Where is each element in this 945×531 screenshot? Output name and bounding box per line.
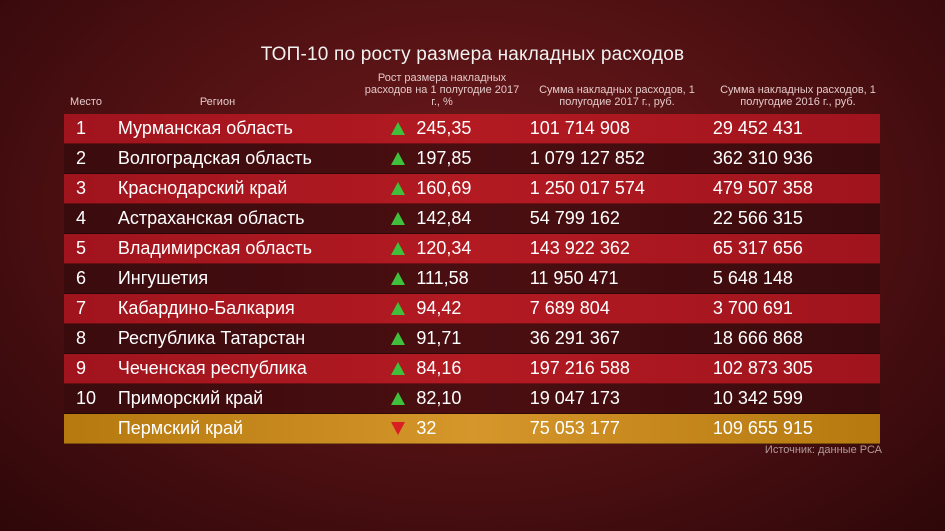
row-region: Приморский край (117, 388, 264, 408)
trend-up-icon (381, 152, 417, 165)
row-growth: 84,16 (416, 358, 462, 378)
row-sum-2016: 22 566 315 (712, 208, 803, 228)
table-row: 3 Краснодарский край 160,69 1 250 017 57… (64, 174, 880, 204)
row-sum-2016: 10 342 599 (712, 388, 803, 408)
row-region: Кабардино-Балкария (117, 298, 295, 318)
row-region: Краснодарский край (117, 178, 288, 198)
row-sum-2016: 3 700 691 (712, 298, 793, 318)
row-sum-2017: 11 950 471 (529, 268, 619, 288)
ranking-table: 1 Мурманская область 245,35 101 714 908 … (64, 114, 880, 444)
row-sum-2017: 1 250 017 574 (529, 178, 645, 198)
row-growth: 94,42 (416, 298, 462, 318)
row-region: Республика Татарстан (117, 328, 306, 348)
row-sum-2016: 362 310 936 (712, 148, 813, 168)
row-place: 7 (76, 298, 87, 318)
row-sum-2016: 479 507 358 (712, 178, 813, 198)
trend-up-icon (381, 212, 417, 225)
table-row: 8 Республика Татарстан 91,71 36 291 367 … (64, 324, 880, 354)
row-sum-2016: 18 666 868 (712, 328, 803, 348)
row-place: 6 (76, 268, 87, 288)
table-row: 2 Волгоградская область 197,85 1 079 127… (64, 144, 880, 174)
row-sum-2017: 36 291 367 (529, 328, 620, 348)
row-region: Мурманская область (117, 118, 293, 138)
row-sum-2016: 5 648 148 (712, 268, 793, 288)
row-place: 9 (76, 358, 87, 378)
header-sum-2016: Сумма накладных расходов, 1 полугодие 20… (720, 84, 876, 108)
table-row: 6 Ингушетия 111,58 11 950 471 5 648 148 (64, 264, 880, 294)
row-sum-2017: 1 079 127 852 (529, 148, 645, 168)
header-sum-2017: Сумма накладных расходов, 1 полугодие 20… (539, 84, 695, 108)
row-sum-2017: 54 799 162 (529, 208, 620, 228)
row-growth: 120,34 (416, 238, 472, 258)
row-growth: 160,69 (416, 178, 472, 198)
row-sum-2017: 143 922 362 (529, 238, 630, 258)
row-sum-2017: 75 053 177 (529, 418, 620, 438)
row-place: 4 (76, 208, 87, 228)
trend-up-icon (381, 122, 417, 135)
row-place: 8 (76, 328, 87, 348)
table-title: ТОП-10 по росту размера накладных расход… (260, 44, 685, 65)
header-place: Место (70, 96, 102, 108)
header-growth: Рост размера накладных расходов на 1 пол… (364, 72, 520, 108)
row-region: Ингушетия (117, 268, 209, 288)
row-growth: 32 (416, 418, 437, 438)
source-note: Источник: данные РСА (764, 444, 882, 456)
row-sum-2017: 197 216 588 (529, 358, 630, 378)
trend-up-icon (381, 302, 417, 315)
row-sum-2016: 102 873 305 (712, 358, 813, 378)
trend-up-icon (381, 182, 417, 195)
trend-up-icon (381, 272, 417, 285)
table-row: 1 Мурманская область 245,35 101 714 908 … (64, 114, 880, 144)
table-row-highlighted: Пермский край 32 75 053 177 109 655 915 (64, 414, 880, 444)
row-region: Астраханская область (117, 208, 305, 228)
row-place: 1 (76, 118, 87, 138)
row-region: Владимирская область (117, 238, 313, 258)
table-row: 4 Астраханская область 142,84 54 799 162… (64, 204, 880, 234)
row-growth: 142,84 (416, 208, 472, 228)
table-row: 9 Чеченская республика 84,16 197 216 588… (64, 354, 880, 384)
row-sum-2016: 109 655 915 (712, 418, 813, 438)
row-growth: 91,71 (416, 328, 462, 348)
table-row: 7 Кабардино-Балкария 94,42 7 689 804 3 7… (64, 294, 880, 324)
row-region: Пермский край (117, 418, 244, 438)
row-region: Волгоградская область (117, 148, 312, 168)
trend-up-icon (381, 242, 417, 255)
row-place: 3 (76, 178, 87, 198)
row-sum-2016: 65 317 656 (712, 238, 803, 258)
row-place: 10 (76, 388, 97, 408)
trend-up-icon (381, 392, 417, 405)
trend-up-icon (381, 362, 417, 375)
row-growth: 111,58 (416, 268, 469, 288)
trend-down-icon (381, 422, 417, 435)
row-place: 2 (76, 148, 87, 168)
trend-up-icon (381, 332, 417, 345)
row-growth: 82,10 (416, 388, 462, 408)
row-sum-2017: 7 689 804 (529, 298, 610, 318)
row-sum-2016: 29 452 431 (712, 118, 803, 138)
row-sum-2017: 101 714 908 (529, 118, 630, 138)
table-row: 10 Приморский край 82,10 19 047 173 10 3… (64, 384, 880, 414)
row-region: Чеченская республика (117, 358, 307, 378)
row-sum-2017: 19 047 173 (529, 388, 620, 408)
row-growth: 245,35 (416, 118, 472, 138)
table-row: 5 Владимирская область 120,34 143 922 36… (64, 234, 880, 264)
row-growth: 197,85 (416, 148, 472, 168)
header-region: Регион (199, 96, 236, 108)
row-place: 5 (76, 238, 87, 258)
